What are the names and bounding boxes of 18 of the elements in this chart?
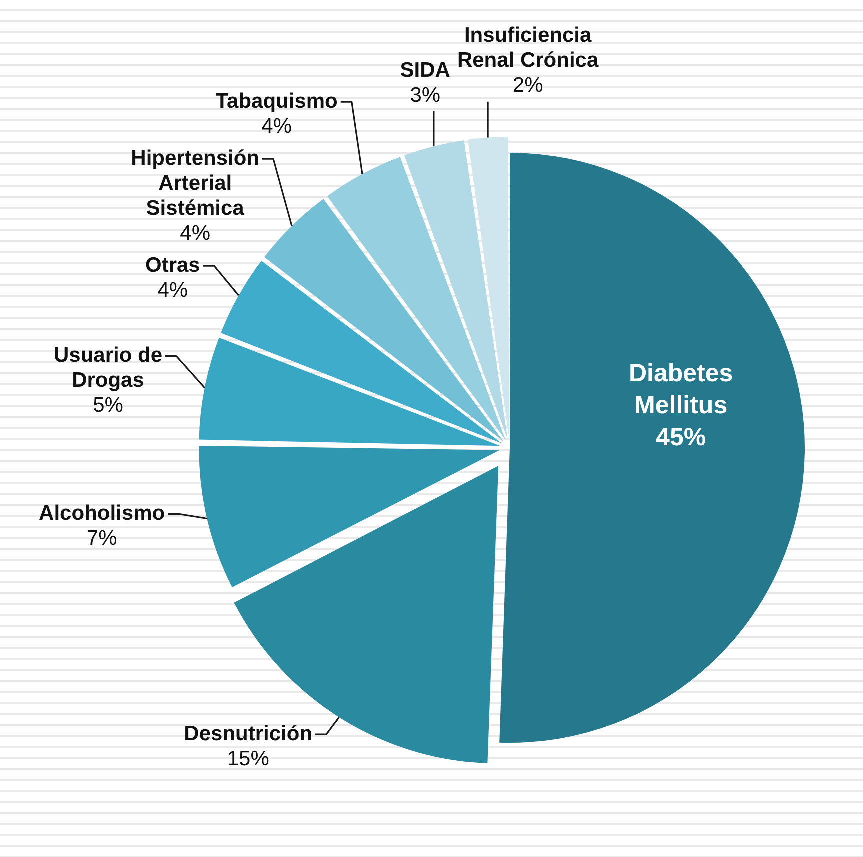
- slice-label: Hipertensión Arterial Sistémica: [131, 146, 260, 220]
- slice-label: Otras: [145, 254, 200, 277]
- data-label: 4%: [158, 278, 188, 302]
- data-label: 4%: [180, 222, 211, 245]
- slice-label: Usuario de Drogas: [54, 344, 162, 392]
- data-label: 7%: [86, 526, 118, 550]
- data-label: 5%: [93, 394, 124, 418]
- slice-label: Alcoholismo: [39, 502, 166, 525]
- data-label: 45%: [656, 424, 706, 452]
- data-label: 4%: [262, 114, 292, 138]
- data-label: 3%: [410, 84, 441, 107]
- slice-label: Tabaquismo: [216, 90, 338, 113]
- slice-label: Diabetes Mellitus: [628, 360, 734, 420]
- data-label: 15%: [227, 747, 270, 770]
- data-label: 2%: [512, 74, 544, 98]
- slice-label: Desnutrición: [184, 722, 313, 746]
- slice-label: Insuficiencia Renal Crónica: [457, 24, 599, 72]
- slice-label: SIDA: [400, 58, 450, 82]
